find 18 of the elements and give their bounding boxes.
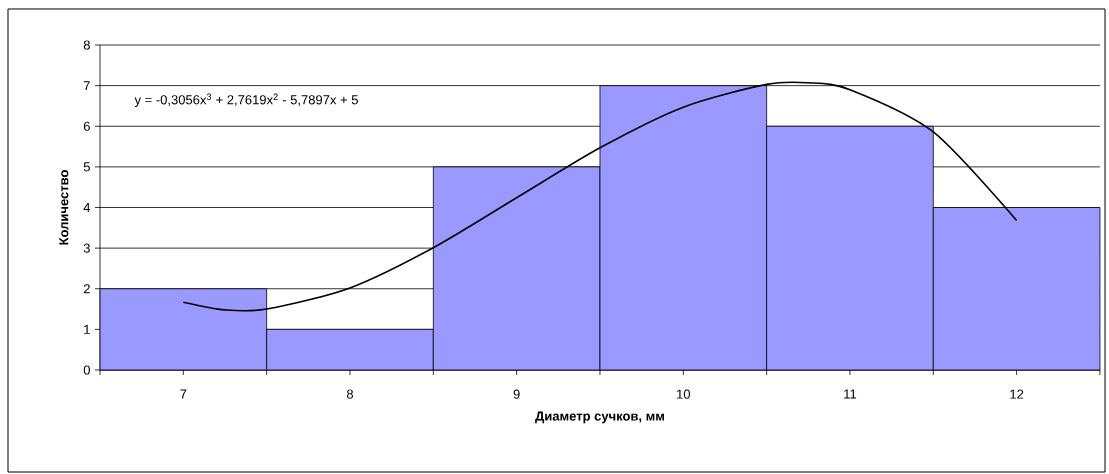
x-tick-label: 8 [346,389,354,399]
y-tick-label: 3 [83,243,90,253]
y-tick-label: 7 [83,81,90,91]
x-tick-label: 12 [1010,389,1024,399]
annotation: y = -0,3056x$^{3}$ + 2,7619x$^{2}$ - 5,7897x + 5 [134,93,358,107]
y-tick-label: 8 [83,40,90,50]
x-tick-label: 9 [513,389,520,399]
x-axis-title: Диаметр сучков, мм [535,411,664,424]
y-tick-label: 4 [83,203,91,212]
y-tick-label: 0 [83,365,90,375]
y-tick-label: 5 [83,162,90,172]
x-tick-label: 11 [844,389,857,399]
x-tick-label: 7 [180,389,187,399]
y-tick-label: 2 [83,284,90,294]
y-axis-title: Количество [59,170,69,245]
y-tick-label: 6 [83,121,90,131]
y-tick-label: 1 [84,324,90,334]
x-tick-label: 10 [677,389,691,399]
